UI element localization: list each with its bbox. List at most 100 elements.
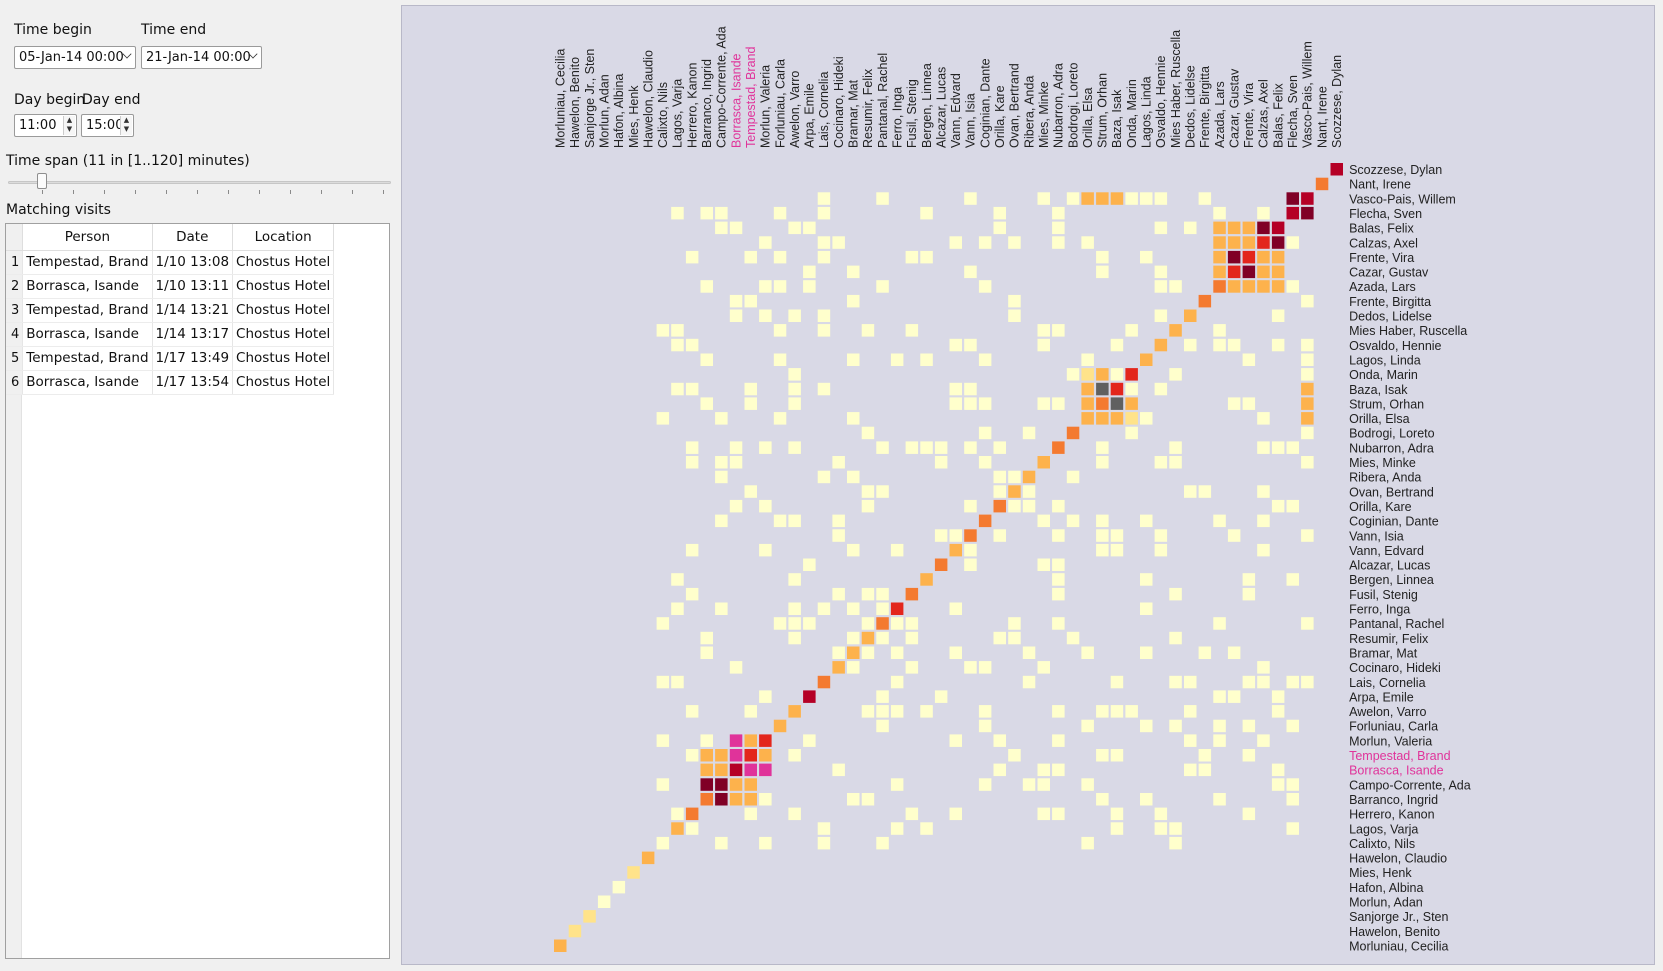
matrix-cell[interactable] <box>1271 690 1285 703</box>
matrix-cell[interactable] <box>759 793 772 806</box>
matrix-cell[interactable] <box>715 793 728 806</box>
matrix-diagonal-cell[interactable] <box>1066 426 1080 440</box>
matrix-diagonal-cell[interactable] <box>1140 353 1153 367</box>
matrix-cell[interactable] <box>1184 338 1197 352</box>
matrix-cell[interactable] <box>773 514 787 528</box>
time-end-select[interactable]: 21-Jan-14 00:00 <box>141 46 262 69</box>
cell-person[interactable]: Tempestad, Brand <box>22 298 153 323</box>
matrix-cell[interactable] <box>1008 309 1021 323</box>
matrix-diagonal-cell[interactable] <box>1052 441 1065 454</box>
row-label[interactable]: Arpa, Emile <box>1349 690 1414 704</box>
matrix-cell[interactable] <box>1271 309 1285 323</box>
row-label[interactable]: Ovan, Bertrand <box>1349 485 1434 499</box>
matrix-cell[interactable] <box>729 793 743 806</box>
matrix-cell[interactable] <box>1037 778 1051 791</box>
row-label[interactable]: Alcazar, Lucas <box>1349 559 1430 573</box>
column-label[interactable]: Ferro, Inga <box>890 87 904 148</box>
matrix-diagonal-cell[interactable] <box>729 763 743 777</box>
matrix-cell[interactable] <box>978 236 992 249</box>
row-label[interactable]: Hawelon, Benito <box>1349 925 1440 939</box>
matrix-cell[interactable] <box>817 192 831 205</box>
matrix-cell[interactable] <box>744 397 758 410</box>
matrix-diagonal-cell[interactable] <box>1330 163 1344 176</box>
matrix-cell[interactable] <box>964 661 977 674</box>
matrix-cell[interactable] <box>1081 353 1094 367</box>
matrix-cell[interactable] <box>1081 368 1094 381</box>
matrix-cell[interactable] <box>656 324 670 337</box>
matrix-cell[interactable] <box>1242 265 1256 279</box>
column-label[interactable]: Morlun, Adan <box>597 74 611 148</box>
day-begin-spinbox[interactable]: 11:00 ▲ ▼ <box>14 114 77 137</box>
matrix-cell[interactable] <box>1022 499 1036 513</box>
matrix-cell[interactable] <box>1286 675 1300 689</box>
matrix-cell[interactable] <box>1037 661 1051 674</box>
row-label[interactable]: Sanjorge Jr., Sten <box>1349 910 1448 924</box>
row-label[interactable]: Osvaldo, Hennie <box>1349 339 1441 353</box>
matrix-cell[interactable] <box>847 353 860 367</box>
matrix-cell[interactable] <box>1110 822 1124 835</box>
matrix-cell[interactable] <box>1110 338 1124 352</box>
matrix-diagonal-cell[interactable] <box>1169 324 1182 337</box>
column-label[interactable]: Awelon, Varro <box>788 71 802 148</box>
matrix-cell[interactable] <box>788 441 801 454</box>
row-label[interactable]: Cazar, Gustav <box>1349 266 1429 280</box>
column-label[interactable]: Mies Haber, Ruscella <box>1169 30 1183 148</box>
matrix-cell[interactable] <box>993 470 1007 484</box>
matrix-cell[interactable] <box>1052 324 1065 337</box>
column-label[interactable]: Orilla, Kare <box>993 85 1007 148</box>
matrix-cell[interactable] <box>1022 646 1036 660</box>
matrix-cell[interactable] <box>847 543 860 557</box>
matrix-cell[interactable] <box>1271 250 1285 264</box>
matrix-cell[interactable] <box>817 309 831 323</box>
cell-location[interactable]: Chostus Hotel <box>232 274 335 299</box>
matrix-cell[interactable] <box>803 558 816 572</box>
row-label[interactable]: Campo-Corrente, Ada <box>1349 778 1471 792</box>
matrix-cell[interactable] <box>978 280 992 293</box>
matrix-cell[interactable] <box>1125 705 1138 718</box>
matrix-cell[interactable] <box>1066 470 1080 484</box>
matrix-cell[interactable] <box>1198 192 1212 205</box>
time-span-slider[interactable] <box>8 181 391 184</box>
row-label[interactable]: Bergen, Linnea <box>1349 573 1434 587</box>
matrix-cell[interactable] <box>1301 426 1314 440</box>
matrix-cell[interactable] <box>876 485 889 498</box>
matrix-cell[interactable] <box>1052 807 1065 821</box>
matrix-cell[interactable] <box>1257 661 1270 674</box>
matrix-cell[interactable] <box>905 631 919 645</box>
matrix-cell[interactable] <box>949 734 963 747</box>
matrix-cell[interactable] <box>1154 280 1168 293</box>
matrix-cell[interactable] <box>1286 778 1300 791</box>
matrix-cell[interactable] <box>744 793 758 806</box>
matrix-cell[interactable] <box>1052 236 1065 249</box>
matrix-cell[interactable] <box>817 382 831 396</box>
matrix-cell[interactable] <box>876 631 889 645</box>
table-row[interactable]: 6 Borrasca, Isande 1/17 13:54 Chostus Hotel <box>6 370 335 395</box>
matrix-diagonal-cell[interactable] <box>612 880 626 894</box>
matrix-cell[interactable] <box>1110 529 1124 542</box>
row-label[interactable]: Hafon, Albina <box>1349 881 1423 895</box>
matrix-cell[interactable] <box>817 470 831 484</box>
matrix-cell[interactable] <box>1257 485 1270 498</box>
matrix-cell[interactable] <box>1110 705 1124 718</box>
cell-person[interactable]: Tempestad, Brand <box>22 346 153 371</box>
matrix-cell[interactable] <box>1037 338 1051 352</box>
matrix-cell[interactable] <box>744 763 758 777</box>
row-label[interactable]: Orilla, Kare <box>1349 500 1412 514</box>
matrix-cell[interactable] <box>861 499 875 513</box>
matrix-cell[interactable] <box>1271 441 1285 454</box>
matrix-cell[interactable] <box>1140 514 1153 528</box>
matrix-cell[interactable] <box>729 734 743 747</box>
matrix-cell[interactable] <box>715 206 728 220</box>
row-label[interactable]: Barranco, Ingrid <box>1349 793 1438 807</box>
column-label[interactable]: Bergen, Linnea <box>920 63 934 148</box>
matrix-cell[interactable] <box>1198 646 1212 660</box>
matrix-cell[interactable] <box>744 382 758 396</box>
matrix-cell[interactable] <box>1301 368 1314 381</box>
matrix-cell[interactable] <box>671 602 684 616</box>
matrix-cell[interactable] <box>861 617 875 630</box>
matrix-cell[interactable] <box>905 250 919 264</box>
matrix-cell[interactable] <box>949 602 963 616</box>
matrix-cell[interactable] <box>773 280 787 293</box>
column-label[interactable]: Calzas, Axel <box>1257 79 1271 148</box>
column-label[interactable]: Balas, Felix <box>1271 83 1285 148</box>
